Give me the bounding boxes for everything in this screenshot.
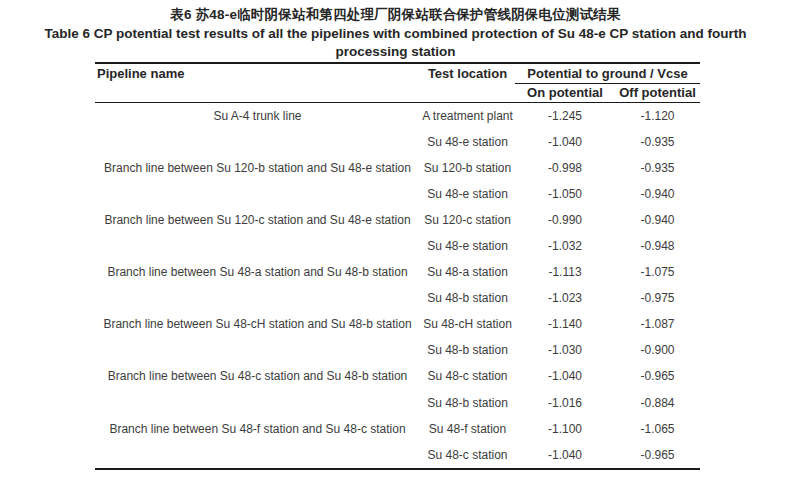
off-potential-cell: -1.120 (615, 102, 700, 129)
paper-page: 表6 苏48-e临时阴保站和第四处理厂阴保站联合保护管线阴保电位测试结果 Tab… (0, 0, 791, 477)
pipeline-name-cell: Branch line between Su 48-f station and … (95, 416, 420, 442)
off-potential-cell: -0.900 (615, 337, 700, 363)
pipeline-name-cell: Branch line between Su 120-b station and… (95, 155, 420, 181)
pipeline-name-cell (95, 129, 420, 155)
on-potential-cell: -0.998 (515, 155, 615, 181)
table-row: Su 48-b station -1.023 -0.975 (95, 285, 700, 311)
header-spacer-pipeline (95, 83, 420, 102)
off-potential-cell: -1.065 (615, 416, 700, 442)
table-title-english-line1: Table 6 CP potential test results of all… (0, 25, 791, 43)
pipeline-name-cell (95, 285, 420, 311)
table-row: Su 48-b station -1.030 -0.900 (95, 337, 700, 363)
column-header-potential-group: Potential to ground / Vcse (515, 63, 700, 83)
on-potential-cell: -0.990 (515, 207, 615, 233)
off-potential-cell: -0.975 (615, 285, 700, 311)
table-titles: 表6 苏48-e临时阴保站和第四处理厂阴保站联合保护管线阴保电位测试结果 Tab… (0, 0, 791, 61)
pipeline-name-cell (95, 390, 420, 416)
test-location-cell: Su 48-a station (420, 259, 515, 285)
test-location-cell: Su 48-b station (420, 337, 515, 363)
table-body: Su A-4 trunk line A treatment plant -1.2… (95, 102, 700, 469)
off-potential-cell: -1.087 (615, 311, 700, 337)
pipeline-name-cell (95, 337, 420, 363)
pipeline-name-cell: Branch line between Su 48-c station and … (95, 363, 420, 389)
on-potential-cell: -1.140 (515, 311, 615, 337)
off-potential-cell: -0.940 (615, 207, 700, 233)
on-potential-cell: -1.040 (515, 442, 615, 469)
header-spacer-location (420, 83, 515, 102)
on-potential-cell: -1.032 (515, 233, 615, 259)
on-potential-cell: -1.030 (515, 337, 615, 363)
on-potential-cell: -1.023 (515, 285, 615, 311)
off-potential-cell: -1.075 (615, 259, 700, 285)
column-header-pipeline-name: Pipeline name (95, 63, 420, 83)
cp-potential-table: Pipeline name Test location Potential to… (95, 62, 700, 470)
table-row: Su A-4 trunk line A treatment plant -1.2… (95, 102, 700, 129)
column-header-off-potential: Off potential (615, 83, 700, 102)
pipeline-name-cell (95, 181, 420, 207)
test-location-cell: Su 48-e station (420, 233, 515, 259)
test-location-cell: Su 48-e station (420, 129, 515, 155)
column-header-on-potential: On potential (515, 83, 615, 102)
table-title-chinese: 表6 苏48-e临时阴保站和第四处理厂阴保站联合保护管线阴保电位测试结果 (0, 5, 791, 25)
table-row: Branch line between Su 48-a station and … (95, 259, 700, 285)
test-location-cell: Su 48-f station (420, 416, 515, 442)
cp-potential-table-container: Pipeline name Test location Potential to… (95, 62, 701, 470)
test-location-cell: Su 48-b station (420, 390, 515, 416)
on-potential-cell: -1.245 (515, 102, 615, 129)
test-location-cell: Su 120-b station (420, 155, 515, 181)
on-potential-cell: -1.100 (515, 416, 615, 442)
test-location-cell: Su 48-c station (420, 363, 515, 389)
off-potential-cell: -0.935 (615, 155, 700, 181)
off-potential-cell: -0.948 (615, 233, 700, 259)
test-location-cell: Su 120-c station (420, 207, 515, 233)
on-potential-cell: -1.113 (515, 259, 615, 285)
table-row: Branch line between Su 48-cH station and… (95, 311, 700, 337)
test-location-cell: Su 48-c station (420, 442, 515, 469)
column-header-test-location: Test location (420, 63, 515, 83)
header-row-1: Pipeline name Test location Potential to… (95, 63, 700, 83)
pipeline-name-cell (95, 233, 420, 259)
off-potential-cell: -0.940 (615, 181, 700, 207)
pipeline-name-cell: Branch line between Su 48-a station and … (95, 259, 420, 285)
test-location-cell: A treatment plant (420, 102, 515, 129)
test-location-cell: Su 48-e station (420, 181, 515, 207)
table-row: Su 48-e station -1.040 -0.935 (95, 129, 700, 155)
pipeline-name-cell: Branch line between Su 120-c station and… (95, 207, 420, 233)
table-row: Branch line between Su 48-c station and … (95, 363, 700, 389)
on-potential-cell: -1.050 (515, 181, 615, 207)
off-potential-cell: -0.965 (615, 363, 700, 389)
table-row: Su 48-c station -1.040 -0.965 (95, 442, 700, 469)
table-row: Branch line between Su 120-b station and… (95, 155, 700, 181)
test-location-cell: Su 48-b station (420, 285, 515, 311)
table-row: Branch line between Su 48-f station and … (95, 416, 700, 442)
off-potential-cell: -0.884 (615, 390, 700, 416)
pipeline-name-cell (95, 442, 420, 469)
off-potential-cell: -0.935 (615, 129, 700, 155)
test-location-cell: Su 48-cH station (420, 311, 515, 337)
header-row-2: On potential Off potential (95, 83, 700, 102)
on-potential-cell: -1.040 (515, 129, 615, 155)
off-potential-cell: -0.965 (615, 442, 700, 469)
table-row: Su 48-b station -1.016 -0.884 (95, 390, 700, 416)
pipeline-name-cell: Su A-4 trunk line (95, 102, 420, 129)
on-potential-cell: -1.040 (515, 363, 615, 389)
table-row: Su 48-e station -1.032 -0.948 (95, 233, 700, 259)
table-title-english-line2: processing station (0, 43, 791, 61)
on-potential-cell: -1.016 (515, 390, 615, 416)
pipeline-name-cell: Branch line between Su 48-cH station and… (95, 311, 420, 337)
table-header: Pipeline name Test location Potential to… (95, 63, 700, 102)
table-row: Branch line between Su 120-c station and… (95, 207, 700, 233)
table-row: Su 48-e station -1.050 -0.940 (95, 181, 700, 207)
